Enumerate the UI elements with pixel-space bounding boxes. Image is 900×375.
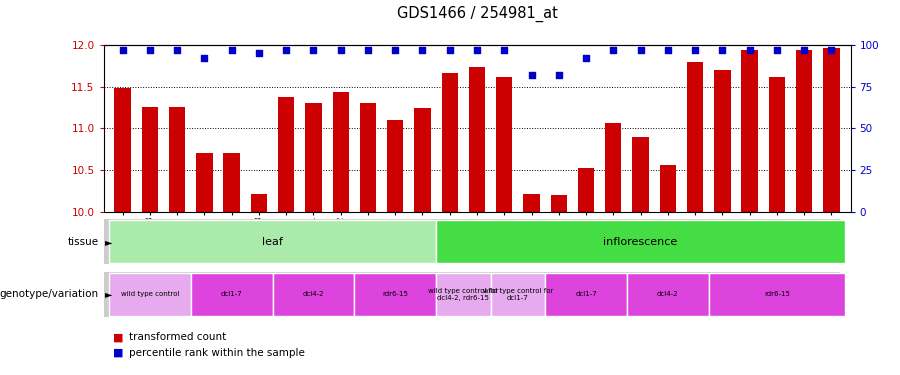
- Text: dcl4-2: dcl4-2: [657, 291, 679, 297]
- Point: [470, 47, 484, 53]
- Point: [688, 47, 702, 53]
- Bar: [824, 48, 840, 212]
- Bar: [687, 62, 703, 212]
- Point: [525, 72, 539, 78]
- Bar: [114, 88, 130, 212]
- Bar: [355, 273, 436, 316]
- Point: [361, 47, 375, 53]
- Bar: [436, 220, 845, 264]
- Point: [552, 72, 566, 78]
- Point: [142, 47, 157, 53]
- Text: wild type control for
dcl1-7: wild type control for dcl1-7: [482, 288, 554, 301]
- Point: [388, 47, 402, 53]
- Point: [197, 56, 211, 62]
- Text: tissue: tissue: [68, 237, 99, 247]
- Bar: [273, 273, 355, 316]
- Bar: [545, 273, 627, 316]
- Point: [443, 47, 457, 53]
- Text: ►: ►: [105, 290, 112, 299]
- Bar: [769, 77, 785, 212]
- Point: [824, 47, 839, 53]
- Text: percentile rank within the sample: percentile rank within the sample: [129, 348, 304, 357]
- Point: [770, 47, 784, 53]
- Bar: [191, 273, 273, 316]
- Bar: [251, 194, 267, 212]
- Bar: [633, 137, 649, 212]
- Bar: [387, 120, 403, 212]
- Text: genotype/variation: genotype/variation: [0, 290, 99, 299]
- Bar: [436, 273, 491, 316]
- Point: [606, 47, 620, 53]
- Point: [797, 47, 812, 53]
- Bar: [660, 165, 676, 212]
- Text: transformed count: transformed count: [129, 333, 226, 342]
- Bar: [715, 70, 731, 212]
- Text: ►: ►: [105, 237, 112, 247]
- Point: [252, 50, 266, 56]
- Bar: [109, 273, 191, 316]
- Text: wild type control for
dcl4-2, rdr6-15: wild type control for dcl4-2, rdr6-15: [428, 288, 499, 301]
- Bar: [141, 107, 158, 212]
- Text: wild type control: wild type control: [121, 291, 179, 297]
- Point: [334, 47, 348, 53]
- Bar: [605, 123, 622, 212]
- Bar: [196, 153, 212, 212]
- Bar: [469, 67, 485, 212]
- Bar: [109, 220, 436, 264]
- Text: rdr6-15: rdr6-15: [764, 291, 790, 297]
- Point: [306, 47, 320, 53]
- Point: [115, 47, 130, 53]
- Point: [415, 47, 429, 53]
- Point: [279, 47, 293, 53]
- Bar: [305, 104, 321, 212]
- Point: [224, 47, 238, 53]
- Point: [634, 47, 648, 53]
- Text: rdr6-15: rdr6-15: [382, 291, 408, 297]
- Bar: [627, 273, 708, 316]
- Point: [716, 47, 730, 53]
- Point: [170, 47, 184, 53]
- Point: [661, 47, 675, 53]
- Bar: [708, 273, 845, 316]
- Bar: [523, 194, 540, 212]
- Point: [579, 56, 593, 62]
- Text: dcl1-7: dcl1-7: [220, 291, 242, 297]
- Bar: [578, 168, 594, 212]
- Text: inflorescence: inflorescence: [604, 237, 678, 247]
- Point: [742, 47, 757, 53]
- Text: GDS1466 / 254981_at: GDS1466 / 254981_at: [397, 6, 557, 22]
- Bar: [360, 104, 376, 212]
- Bar: [742, 50, 758, 212]
- Bar: [796, 50, 813, 212]
- Bar: [442, 74, 458, 212]
- Bar: [414, 108, 431, 212]
- Text: leaf: leaf: [262, 237, 283, 247]
- Bar: [169, 107, 185, 212]
- Bar: [496, 77, 512, 212]
- Text: ■: ■: [112, 333, 123, 342]
- Bar: [223, 153, 239, 212]
- Text: dcl4-2: dcl4-2: [302, 291, 324, 297]
- Bar: [332, 92, 349, 212]
- Text: ■: ■: [112, 348, 123, 357]
- Bar: [278, 97, 294, 212]
- Text: dcl1-7: dcl1-7: [575, 291, 597, 297]
- Bar: [551, 195, 567, 212]
- Point: [497, 47, 511, 53]
- Bar: [491, 273, 545, 316]
